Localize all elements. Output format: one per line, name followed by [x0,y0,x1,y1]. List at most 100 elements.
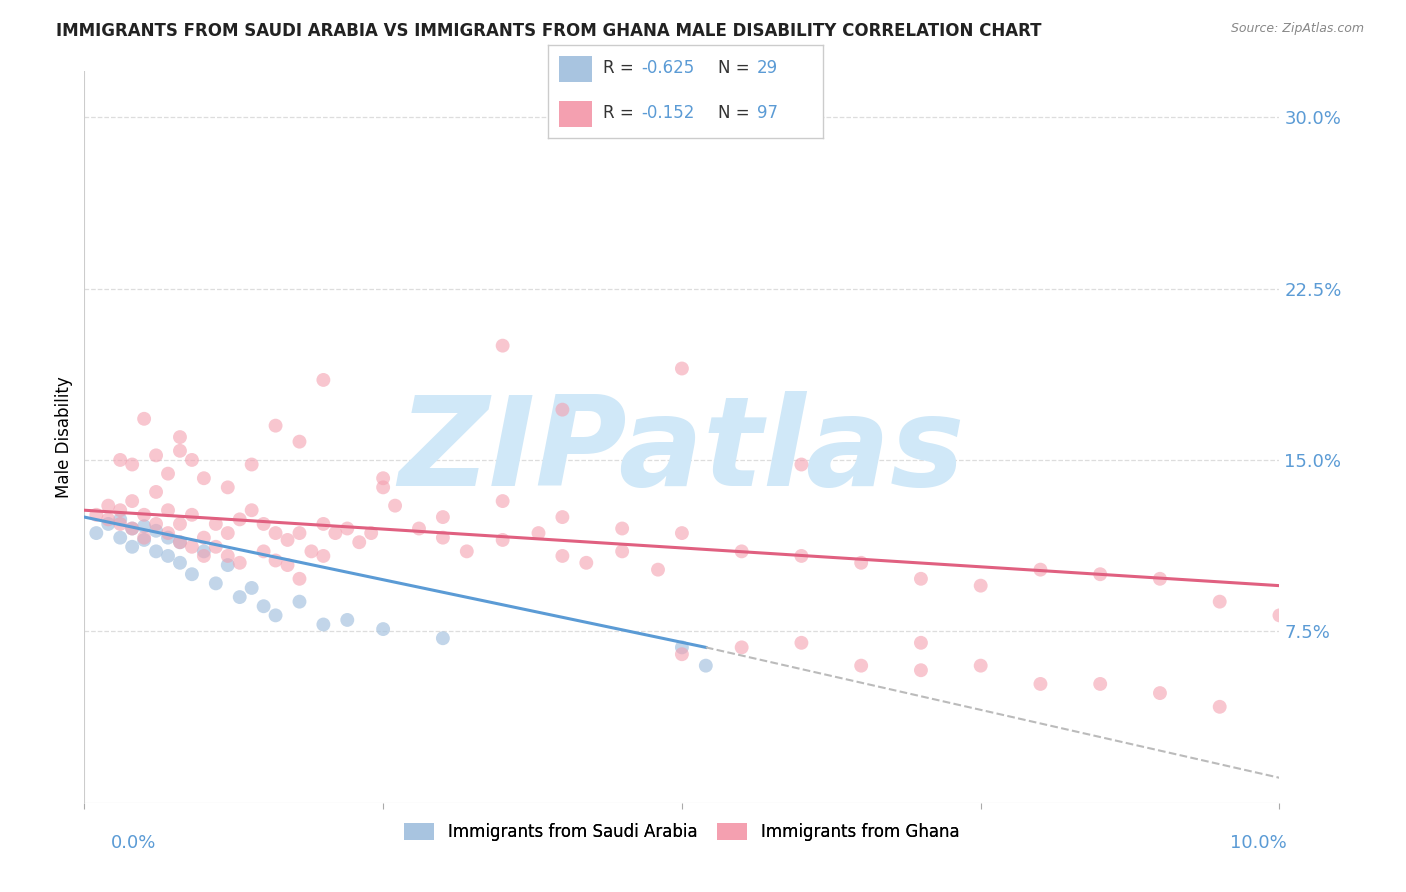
Point [169,535,191,549]
Point [132,508,156,522]
Point [373,471,395,485]
Point [169,443,191,458]
Point [110,516,132,531]
Point [373,622,395,636]
Point [408,521,430,535]
Point [145,516,167,531]
Point [288,434,311,449]
Point [1268,608,1291,623]
Point [851,556,873,570]
Point [336,521,359,535]
Point [910,636,932,650]
Point [193,544,215,558]
Point [157,549,180,563]
Point [360,526,382,541]
Text: -0.152: -0.152 [641,104,695,122]
Point [790,549,813,563]
Point [288,526,311,541]
Point [671,361,693,376]
Point [181,567,204,582]
Point [193,531,215,545]
Point [132,412,156,426]
Point [228,590,252,604]
Point [132,519,156,533]
Point [217,526,239,541]
Point [121,521,143,535]
Point [790,636,813,650]
Point [1149,572,1171,586]
Text: 97: 97 [756,104,778,122]
Point [110,453,132,467]
Point [612,521,634,535]
Point [288,572,311,586]
Point [240,503,263,517]
Point [671,647,693,661]
Point [671,640,693,655]
Point [157,503,180,517]
Legend: Immigrants from Saudi Arabia, Immigrants from Ghana: Immigrants from Saudi Arabia, Immigrants… [396,814,967,849]
Text: ZIPatlas: ZIPatlas [399,392,965,512]
Point [193,549,215,563]
Point [193,471,215,485]
Text: 0.0%: 0.0% [111,834,156,852]
Point [110,531,132,545]
Point [910,663,932,677]
Point [264,526,287,541]
Point [551,549,574,563]
Point [132,533,156,547]
Point [86,508,108,522]
Point [217,549,239,563]
Point [527,526,550,541]
Point [157,467,180,481]
Point [181,540,204,554]
Point [157,531,180,545]
Point [157,526,180,541]
FancyBboxPatch shape [560,101,592,127]
Point [169,556,191,570]
Point [169,430,191,444]
Point [373,480,395,494]
Point [456,544,478,558]
Point [432,531,454,545]
Point [731,544,754,558]
Point [205,576,228,591]
Text: 10.0%: 10.0% [1230,834,1286,852]
Point [228,512,252,526]
Point [910,572,932,586]
Point [432,632,454,646]
Point [1209,699,1232,714]
Text: 29: 29 [756,60,778,78]
Point [121,521,143,535]
Point [253,599,276,614]
Point [240,581,263,595]
Point [121,494,143,508]
Point [1209,595,1232,609]
Point [228,556,252,570]
Point [277,558,299,573]
Point [647,563,669,577]
Point [970,579,993,593]
Point [970,658,993,673]
Point [97,499,120,513]
Point [97,512,120,526]
Point [121,458,143,472]
Text: -0.625: -0.625 [641,60,695,78]
Point [731,640,754,655]
Point [132,531,156,545]
Point [1149,686,1171,700]
Point [181,508,204,522]
Text: IMMIGRANTS FROM SAUDI ARABIA VS IMMIGRANTS FROM GHANA MALE DISABILITY CORRELATIO: IMMIGRANTS FROM SAUDI ARABIA VS IMMIGRAN… [56,22,1042,40]
Point [264,608,287,623]
Point [240,458,263,472]
Point [312,549,335,563]
Point [97,516,120,531]
Point [551,402,574,417]
Point [312,373,335,387]
Point [312,617,335,632]
Text: R =: R = [603,104,640,122]
Point [336,613,359,627]
Point [277,533,299,547]
Point [110,512,132,526]
Point [264,553,287,567]
Point [301,544,323,558]
